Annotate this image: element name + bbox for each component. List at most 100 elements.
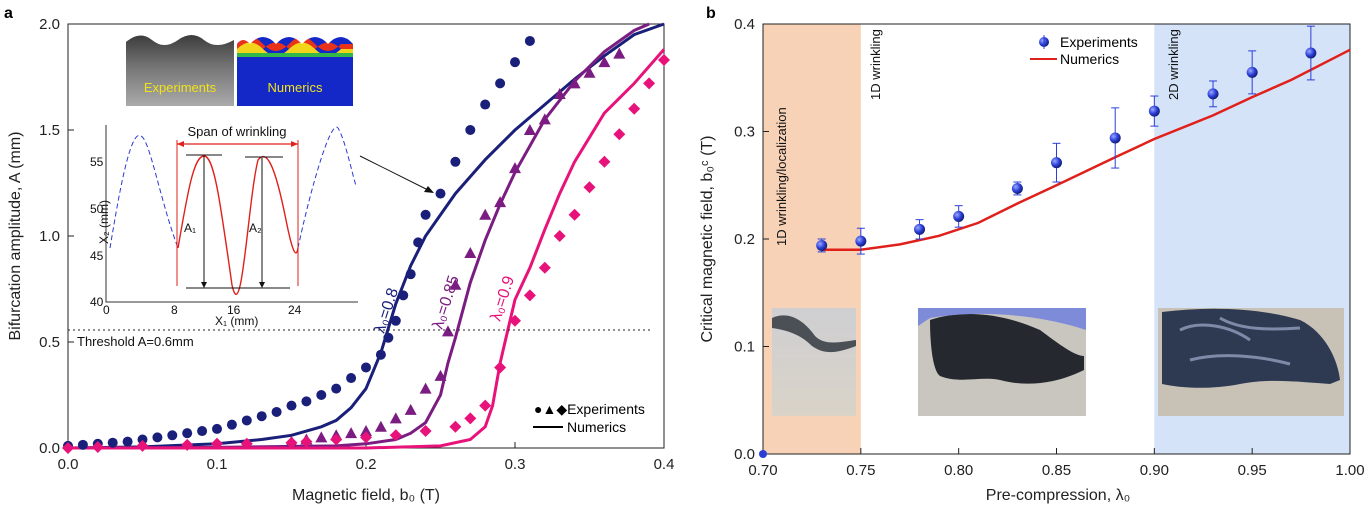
exp-point-triangle <box>360 425 372 437</box>
profile-inset: 40 45 50 55 0 8 16 24 X₁ (mm) X₂ (mm) Sp… <box>90 124 358 328</box>
panel-a: a 0.0 0.1 0.2 0.3 0.4 0.0 0.5 1.0 1.5 2.0 Magneti… <box>4 5 674 504</box>
inset-pointer-arrow <box>359 155 429 191</box>
panel-b-xtick-label: 0.75 <box>846 462 875 479</box>
exp-point-circle <box>137 434 148 445</box>
exp-point-triangle <box>553 87 566 99</box>
panel-b-xtick-label: 1.00 <box>1335 462 1364 479</box>
experiment-point <box>1246 66 1258 78</box>
experiments-photo-wave <box>126 30 234 45</box>
region-label-0: 1D wrinkling/localization <box>774 107 789 246</box>
panel-b-ylabel: Critical magnetic field, b₀ᶜ (T) <box>699 135 716 342</box>
inset-a1-arrowhead <box>201 282 207 288</box>
inset-dashed-right <box>297 126 357 249</box>
inset-ylabel: X₂ (mm) <box>97 200 111 244</box>
exp-point-circle <box>286 400 297 411</box>
exp-point-circle <box>271 406 282 417</box>
panel-a-ytick-label: 0.0 <box>39 440 60 457</box>
exp-point-diamond <box>479 399 492 412</box>
numerics-line-λ₀=0.8 <box>67 22 665 450</box>
exp-point-circle <box>390 315 401 326</box>
exp-point-triangle <box>509 162 521 174</box>
exp-point-diamond <box>598 155 611 168</box>
exp-point-triangle <box>538 113 551 125</box>
exp-point-circle <box>331 383 342 394</box>
panel-b-ticks: 0.70 0.75 0.80 0.85 0.90 0.95 1.00 0.0 0.1 0.2 0.3… <box>734 16 1364 479</box>
exp-point-circle <box>77 439 88 450</box>
panel-b-ytick-label: 0.3 <box>734 124 755 141</box>
exp-point-circle <box>450 156 461 167</box>
panel-b-ytick-label: 0.1 <box>734 339 755 356</box>
numerics-photo-wave-3 <box>237 53 353 57</box>
panel-b-frame <box>762 23 1351 455</box>
exp-point-triangle <box>464 246 477 258</box>
exp-point-triangle <box>523 124 536 135</box>
exp-point-circle <box>413 237 424 248</box>
inset-wrinkle-profile <box>177 155 299 295</box>
exp-point-triangle <box>568 77 581 89</box>
exp-point-circle <box>375 349 386 360</box>
inset-dashed-left <box>109 135 179 249</box>
inset-ytick-0: 40 <box>90 295 104 309</box>
exp-point-circle <box>122 436 133 447</box>
numerics-photo-top <box>237 30 353 44</box>
exp-point-diamond <box>553 230 566 242</box>
exp-point-diamond <box>300 435 313 448</box>
panel-a-ytick-label: 2.0 <box>39 16 60 33</box>
exp-point-triangle <box>449 278 462 290</box>
exp-point-diamond <box>181 438 194 451</box>
inset-ytick-2: 50 <box>90 202 104 216</box>
exp-point-diamond <box>91 440 104 453</box>
panel-a-ytick-label: 1.0 <box>39 228 60 245</box>
inset-a2-label: A₂ <box>249 221 262 235</box>
exp-point-triangle <box>598 56 611 68</box>
experiment-point <box>1011 182 1023 194</box>
panel-a-xtick-label: 0.2 <box>356 456 377 473</box>
exp-point-circle <box>316 390 327 400</box>
experiment-point <box>855 235 867 247</box>
exp-point-diamond <box>494 361 507 374</box>
exp-point-diamond <box>628 102 641 115</box>
panel-a-ticks: 0.0 0.1 0.2 0.3 0.4 0.0 0.5 1.0 1.5 2.0 <box>39 16 674 473</box>
exp-point-triangle <box>441 325 454 337</box>
exp-point-circle <box>256 411 267 422</box>
numerics-line-b <box>821 48 1351 252</box>
exp-point-diamond <box>464 412 477 425</box>
exp-point-diamond <box>523 289 536 302</box>
numerics-photo-wave-2 <box>237 42 353 56</box>
experiment-point <box>914 223 926 235</box>
exp-point-diamond <box>285 436 298 449</box>
photo-1d-localization-sheet <box>772 315 856 353</box>
exp-point-triangle <box>389 412 402 424</box>
exp-point-diamond <box>419 425 432 438</box>
inset-ytick-1: 45 <box>90 249 104 263</box>
panel-b-ytick-label: 0.4 <box>734 16 755 33</box>
exp-point-triangle <box>494 196 507 208</box>
legend-a-experiments: ●▲◆Experiments <box>534 401 645 417</box>
region-label-1: 1D wrinkling <box>868 29 883 100</box>
exp-point-triangle <box>345 427 358 439</box>
exp-point-diamond <box>330 433 343 446</box>
exp-point-diamond <box>658 54 670 67</box>
exp-point-circle <box>346 373 357 384</box>
exp-point-circle <box>465 125 476 135</box>
legend-a-numerics: Numerics <box>567 419 626 435</box>
panel-b-letter: b <box>706 5 716 22</box>
exp-point-circle <box>383 332 394 343</box>
region-label-2: 2D wrinkling <box>1166 29 1181 100</box>
exp-point-triangle <box>434 369 447 381</box>
inset-a2-arrowhead <box>259 282 265 288</box>
inset-pointer-arrowhead <box>424 186 434 193</box>
exp-point-circle <box>420 209 431 220</box>
photo-2d-wrinkling-highlights <box>1179 316 1301 366</box>
exp-point-triangle <box>479 208 492 220</box>
exp-point-diamond <box>360 431 372 444</box>
exp-point-diamond <box>136 439 149 452</box>
exp-point-diamond <box>389 429 402 442</box>
exp-point-diamond <box>449 420 462 433</box>
panel-b-xtick-label: 0.95 <box>1238 462 1267 479</box>
panel-b-xlabel: Pre-compression, λ₀ <box>986 487 1130 504</box>
exp-point-diamond <box>240 437 253 450</box>
exp-point-circle <box>107 437 118 448</box>
panel-a-xtick-label: 0.0 <box>58 456 79 473</box>
